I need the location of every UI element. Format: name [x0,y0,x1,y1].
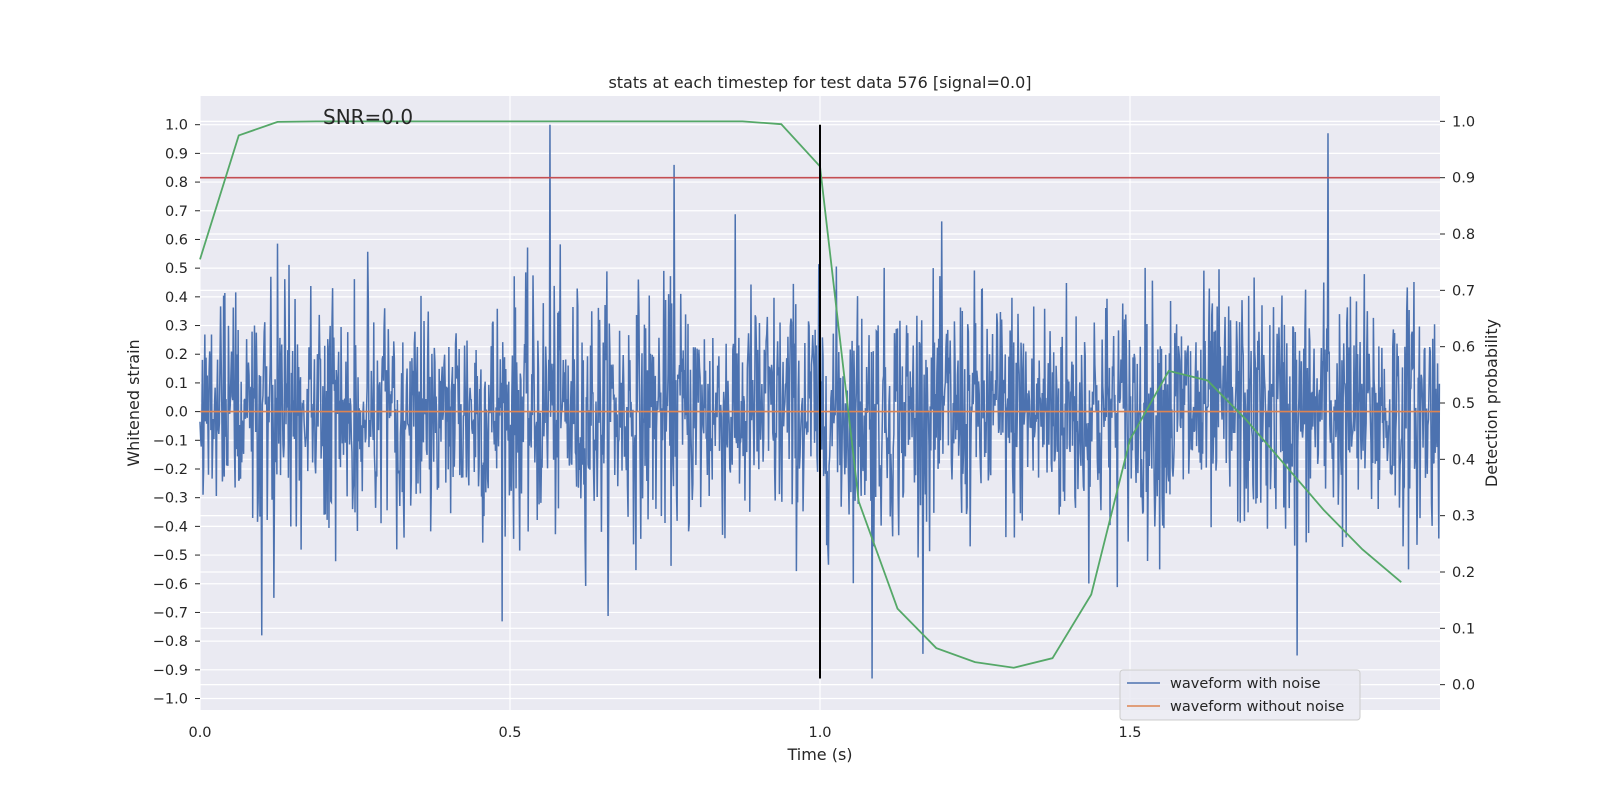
y2-tick-label: 0.5 [1452,396,1475,412]
y2-tick-label: 1.0 [1452,114,1475,130]
y-tick-label: 0.2 [165,347,188,363]
y-tick-label: −0.6 [153,577,188,593]
y2-tick-label: 0.2 [1452,565,1475,581]
y2-axis-label: Detection probability [1482,319,1501,487]
chart-title: stats at each timestep for test data 576… [608,73,1031,92]
x-tick-label: 0.0 [188,725,211,741]
y2-tick-label: 0.0 [1452,678,1475,694]
y2-tick-label: 0.8 [1452,227,1475,243]
x-tick-label: 0.5 [498,725,521,741]
y-tick-label: −0.9 [153,663,188,679]
x-tick-label: 1.0 [808,725,831,741]
legend-label-clean: waveform without noise [1170,699,1344,715]
y-tick-label: 0.8 [165,175,188,191]
y-tick-label: 0.3 [165,319,188,335]
series-detection-probability [199,120,1402,669]
snr-annotation: SNR=0.0 [323,105,413,129]
series-layer [199,120,1441,679]
y-tick-label: 0.1 [165,376,188,392]
x-axis-label: Time (s) [786,745,852,764]
y-axis-label: Whitened strain [124,339,143,466]
y-tick-label: 0.4 [165,290,188,306]
y-tick-label: −0.3 [153,491,188,507]
y-tick-label: 0.9 [165,146,188,162]
legend-label-noise: waveform with noise [1170,676,1321,692]
y-tick-label: −0.7 [153,605,188,621]
y2-tick-label: 0.6 [1452,340,1475,356]
ticks-layer: 0.0 0.5 1.0 1.5 1.0 0.9 0.8 0.7 0.6 0.5 0.4 0.3 0.2 0… [153,114,1475,741]
y-tick-label: −0.5 [153,548,188,564]
y2-tick-label: 0.3 [1452,509,1475,525]
y2-tick-label: 0.9 [1452,171,1475,187]
y-tick-label: −0.8 [153,634,188,650]
y-tick-label: −0.4 [153,519,188,535]
y2-tick-label: 0.4 [1452,452,1475,468]
y2-tick-label: 0.7 [1452,283,1475,299]
y-tick-label: 0.0 [165,405,188,421]
legend: waveform with noise waveform without noi… [1119,669,1361,721]
y-tick-label: −0.1 [153,433,188,449]
y-tick-label: 0.7 [165,204,188,220]
y-tick-label: −0.2 [153,462,188,478]
y-tick-label: 0.6 [165,232,188,248]
y-tick-label: 0.5 [165,261,188,277]
y-tick-label: 1.0 [165,118,188,134]
legend-box [1119,669,1361,721]
y2-tick-label: 0.1 [1452,621,1475,637]
y-tick-label: −1.0 [153,692,188,708]
x-tick-label: 1.5 [1118,725,1141,741]
